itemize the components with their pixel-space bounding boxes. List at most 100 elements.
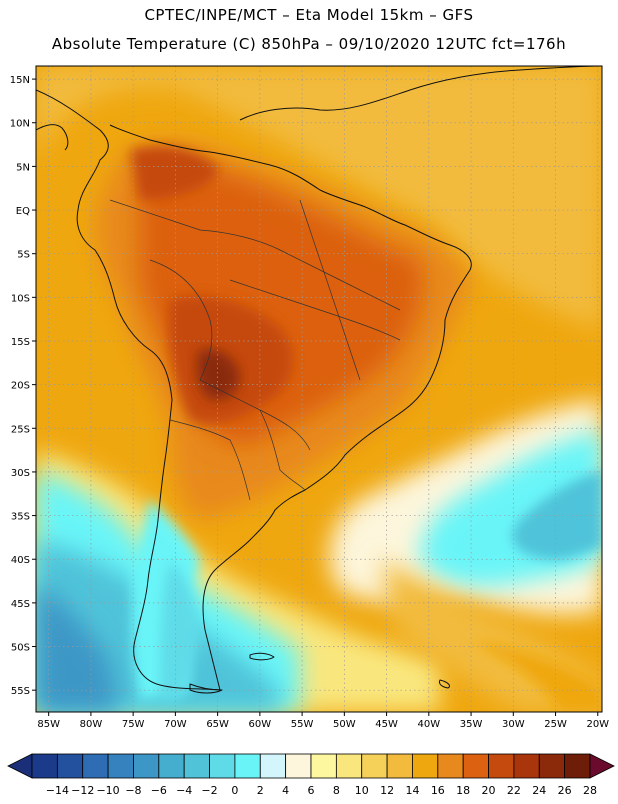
colorbar-swatch [335,753,363,779]
lon-label: 85W [37,719,60,730]
colorbar-label: −8 [125,784,141,797]
lon-label: 20W [586,719,609,730]
colorbar-swatch [513,753,540,779]
colorbar-swatch [462,753,489,779]
coast-caribbean [239,66,602,121]
lat-label: 50S [11,643,30,654]
coast-pacific [36,89,221,691]
lat-label: 20S [11,381,30,392]
colorbar-label: 14 [405,784,419,797]
lon-label: 25W [544,719,567,730]
border-5 [279,249,401,311]
colorbar-swatch [285,753,312,779]
country-borders [109,199,401,501]
colorbar-swatch [158,753,185,779]
lon-label: 65W [206,719,229,730]
chart-title-line1: CPTEC/INPE/MCT – Eta Model 15km – GFS [144,6,474,24]
colorbar-label: 0 [231,784,238,797]
field-atlantic-band-3 [512,470,602,560]
colorbar-swatch [31,753,58,779]
border-8 [299,199,361,381]
border-7 [259,409,306,491]
lon-label: 45W [375,719,398,730]
colorbar-label: 12 [380,784,394,797]
colorbar-label: 8 [333,784,340,797]
border-2 [149,259,213,381]
longitude-labels: 85W 80W 75W 70W 65W 60W 55W 50W 45W 40W 35W 30W 25W 2… [37,712,609,730]
colorbar-label: 28 [583,784,597,797]
colorbar-label: −6 [151,784,167,797]
colorbar: −14 −12 −10 −8 −6 −4 −2 0 2 4 6 8 10 12 14 16 18 20 22 24 26… [7,753,615,797]
field-north-ocean [36,66,602,330]
colorbar-label: −14 [46,784,69,797]
border-4 [229,279,401,341]
lat-label: 5S [17,250,30,261]
colorbar-swatch [488,753,515,779]
colorbar-label: 6 [308,784,315,797]
colorbar-swatch [386,753,413,779]
colorbar-swatch [538,753,566,779]
temperature-field [36,66,602,712]
lat-label: 15S [11,337,30,348]
lat-label: 35S [11,512,30,523]
colorbar-swatch [412,753,439,779]
lat-label: 55S [11,686,30,697]
colorbar-label: 26 [558,784,572,797]
colorbar-swatch [209,753,236,779]
chart-title-line2: Absolute Temperature (C) 850hPa – 09/10/… [51,35,567,53]
border-1 [109,199,281,251]
coast-central-america [36,124,69,151]
colorbar-label: 4 [282,784,289,797]
field-south-band-4 [36,580,120,712]
lon-label: 55W [291,719,314,730]
colorbar-swatch [183,753,210,779]
colorbar-swatch [564,753,591,779]
colorbar-swatch [56,753,84,779]
coastlines [36,66,602,694]
field-southeast-warm-2 [470,640,602,712]
field-patagonia-cooler [160,560,200,700]
colorbar-swatch [133,753,160,779]
coast-atlantic [109,124,472,691]
colorbar-label: 22 [507,784,521,797]
map-frame [35,65,603,713]
coast-falklands [249,652,275,661]
colorbar-swatch [107,753,134,779]
lat-label: 25S [11,424,30,435]
colorbar-under-arrow [7,753,33,779]
latitude-labels: 15N 10N 5N EQ 5S 10S 15S 20S 25S 30S 35S 40S 45S 50S 5… [10,75,36,697]
colorbar-label: −10 [96,784,119,797]
lat-label: 10S [11,293,30,304]
colorbar-label: 20 [482,784,496,797]
colorbar-swatch [82,753,109,779]
lon-label: 50W [333,719,356,730]
lon-label: 75W [122,719,145,730]
colorbar-swatch [437,753,464,779]
field-north-hot [130,146,220,200]
lat-label: 30S [11,468,30,479]
lat-label: 10N [10,119,30,130]
coast-south-georgia [439,679,451,689]
colorbar-swatch [310,753,337,779]
colorbar-label: 16 [431,784,445,797]
lon-label: 60W [249,719,272,730]
colorbar-label: −4 [176,784,192,797]
lat-label: EQ [16,206,30,217]
lat-label: 45S [11,599,30,610]
coast-tierra-del-fuego [189,683,223,694]
lon-label: 80W [80,719,103,730]
lon-label: 30W [502,719,525,730]
lat-label: 15N [10,75,30,86]
lon-label: 35W [460,719,483,730]
colorbar-over-arrow [589,753,615,779]
lat-label: 5N [16,162,30,173]
colorbar-swatch [259,753,287,779]
colorbar-label: −2 [201,784,217,797]
lat-label: 40S [11,555,30,566]
colorbar-label: 2 [257,784,264,797]
lon-label: 40W [418,719,441,730]
colorbar-label: 24 [532,784,546,797]
border-6 [169,419,251,501]
